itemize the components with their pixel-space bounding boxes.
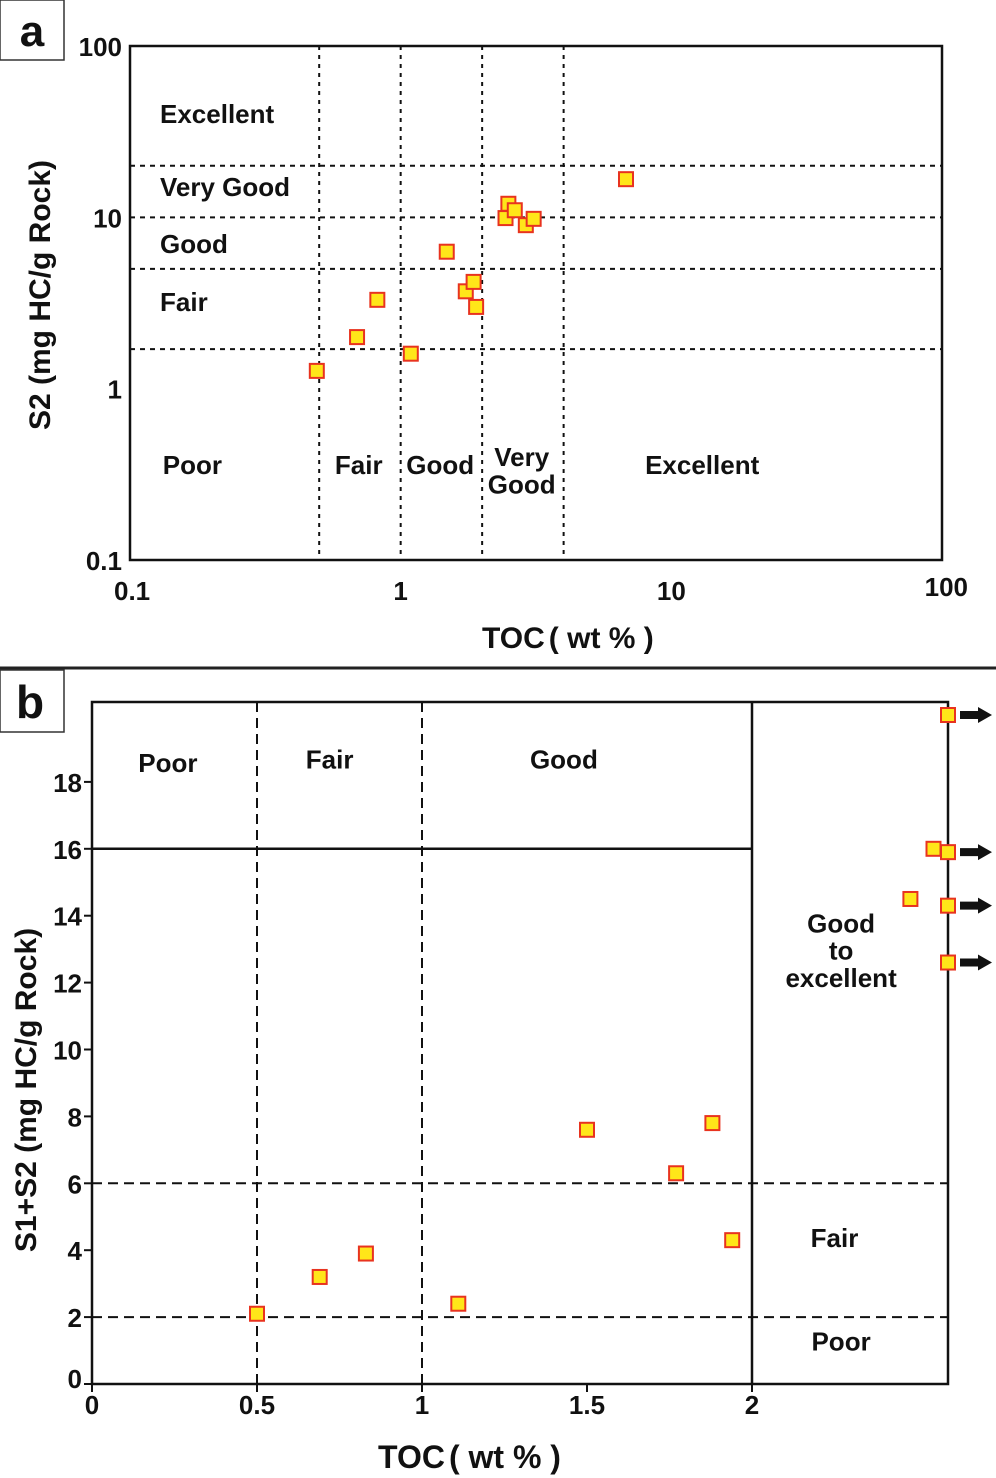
x-tick-label: 0.5 bbox=[239, 1390, 275, 1420]
panel-a-x-axis-title: TOC( wt % ) bbox=[482, 622, 654, 655]
y-tick-label: 0.1 bbox=[86, 546, 122, 576]
x-tick-label: 0.1 bbox=[114, 576, 150, 606]
data-point bbox=[668, 1165, 685, 1182]
panel-b-ticks: 0 0.5 1 1.5 2 0 2 4 6 8 10 12 14 16 18 bbox=[53, 768, 759, 1420]
x-zone-label: Fair bbox=[335, 450, 383, 480]
panel-b-zone-labels: Poor Fair Good Good to excellent Fair Poor bbox=[138, 745, 897, 1357]
panel-a-label-box bbox=[0, 0, 65, 61]
panel-a: a 0.1 1 10 100 0.1 1 10 100 Poor Fair Good Very Goo… bbox=[0, 0, 968, 655]
zone-label: Fair bbox=[306, 745, 354, 775]
data-point bbox=[902, 890, 919, 907]
data-point bbox=[465, 273, 482, 290]
data-point bbox=[311, 1268, 328, 1285]
data-point bbox=[925, 840, 942, 857]
data-point bbox=[438, 243, 455, 260]
offscale-data-point bbox=[940, 844, 956, 861]
x-tick-label: 1 bbox=[415, 1390, 429, 1420]
x-zone-label: Good bbox=[406, 450, 474, 480]
y-zone-label: Excellent bbox=[160, 99, 275, 129]
panel-a-zone-labels: Poor Fair Good Very Good Excellent Excellent Ve… bbox=[160, 99, 760, 499]
data-point bbox=[249, 1305, 265, 1322]
panel-b-boundaries bbox=[92, 702, 948, 1384]
panel-a-plot-frame bbox=[128, 44, 944, 562]
panel-b-plot-frame bbox=[90, 700, 950, 1386]
panel-b: b 0 0.5 1 1.5 2 0 2 4 6 8 10 12 14 16 18 Poor Fair Good G… bbox=[0, 669, 992, 1475]
arrow-right-icon bbox=[960, 707, 992, 723]
y-zone-label: Fair bbox=[160, 287, 208, 317]
y-tick-label: 18 bbox=[53, 768, 82, 798]
panel-a-points bbox=[308, 171, 634, 379]
x-tick-label: 10 bbox=[657, 576, 686, 606]
panel-a-y-axis-title: S2 (mg HC/g Rock) bbox=[24, 160, 57, 430]
y-tick-label: 10 bbox=[93, 203, 122, 233]
x-tick-label: 100 bbox=[925, 572, 968, 602]
panel-b-y-axis-title: S1+S2 (mg HC/g Rock) bbox=[10, 928, 43, 1252]
y-tick-label: 100 bbox=[79, 32, 122, 62]
data-point bbox=[579, 1121, 595, 1138]
offscale-data-point bbox=[940, 707, 956, 723]
panel-b-points bbox=[249, 707, 992, 1322]
y-tick-label: 12 bbox=[53, 969, 82, 999]
data-point bbox=[704, 1115, 721, 1132]
y-tick-label: 1 bbox=[108, 375, 122, 405]
data-point bbox=[349, 329, 366, 346]
y-tick-label: 0 bbox=[68, 1364, 82, 1394]
data-point bbox=[308, 362, 325, 379]
x-zone-label: Very Good bbox=[488, 442, 556, 499]
data-point bbox=[506, 202, 523, 219]
data-point bbox=[468, 298, 485, 315]
data-point bbox=[402, 345, 419, 362]
y-tick-label: 14 bbox=[53, 902, 82, 932]
panel-b-label-box bbox=[0, 669, 65, 733]
data-point bbox=[724, 1232, 741, 1249]
x-zone-label: Poor bbox=[163, 450, 222, 480]
data-point bbox=[357, 1245, 374, 1262]
x-tick-label: 1.5 bbox=[569, 1390, 605, 1420]
arrow-right-icon bbox=[960, 897, 992, 914]
y-tick-label: 6 bbox=[68, 1169, 82, 1199]
zone-label: Good to excellent bbox=[785, 908, 897, 993]
data-point bbox=[450, 1295, 467, 1312]
zone-label: Poor bbox=[811, 1327, 870, 1357]
x-zone-label: Excellent bbox=[645, 450, 760, 480]
panel-a-ticks: 0.1 1 10 100 0.1 1 10 100 bbox=[79, 32, 968, 606]
arrow-right-icon bbox=[960, 954, 992, 971]
offscale-data-point bbox=[940, 897, 956, 914]
y-tick-label: 4 bbox=[68, 1236, 83, 1266]
panel-b-letter: b bbox=[16, 676, 44, 728]
data-point bbox=[617, 171, 634, 188]
y-zone-label: Good bbox=[160, 229, 228, 259]
y-tick-label: 10 bbox=[53, 1036, 82, 1066]
panel-b-x-axis-title: TOC( wt % ) bbox=[378, 1439, 561, 1475]
zone-label: Good bbox=[530, 745, 598, 775]
zone-label: Poor bbox=[138, 748, 197, 778]
y-tick-label: 2 bbox=[68, 1303, 82, 1333]
zone-label: Fair bbox=[811, 1223, 859, 1253]
data-point bbox=[525, 210, 542, 227]
x-tick-label: 2 bbox=[745, 1390, 759, 1420]
y-tick-label: 16 bbox=[53, 835, 82, 865]
offscale-data-point bbox=[940, 954, 956, 971]
arrow-right-icon bbox=[960, 844, 992, 861]
x-tick-label: 0 bbox=[85, 1390, 99, 1420]
panel-a-letter: a bbox=[20, 7, 45, 56]
y-tick-label: 8 bbox=[68, 1102, 82, 1132]
x-tick-label: 1 bbox=[393, 576, 407, 606]
y-zone-label: Very Good bbox=[160, 172, 290, 202]
data-point bbox=[369, 291, 386, 308]
